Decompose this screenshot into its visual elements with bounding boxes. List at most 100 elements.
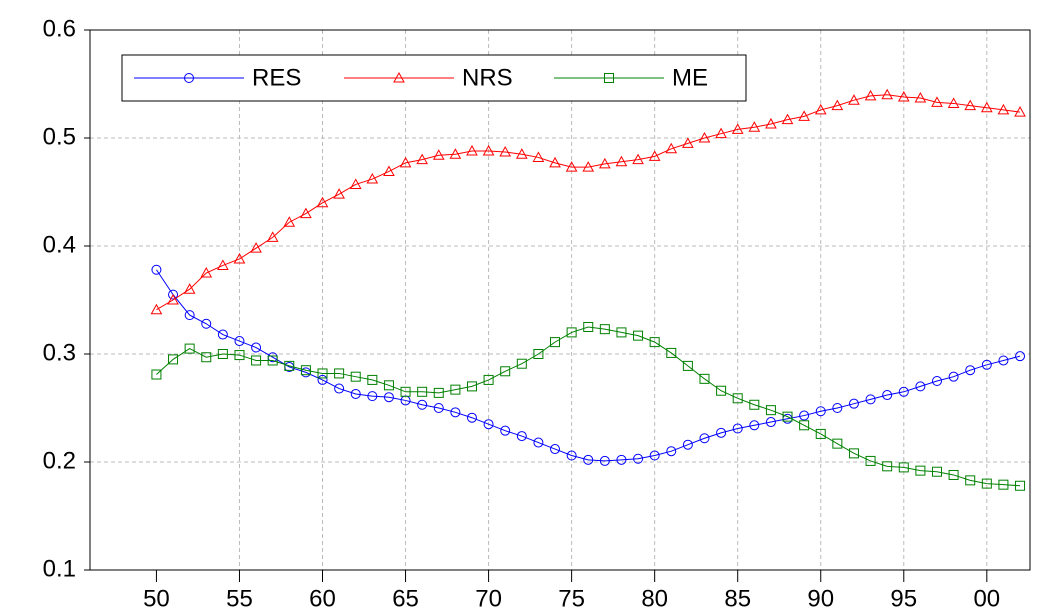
marker bbox=[865, 455, 876, 466]
marker bbox=[582, 161, 595, 172]
marker bbox=[151, 369, 162, 380]
marker bbox=[731, 123, 744, 134]
marker bbox=[848, 398, 859, 409]
marker bbox=[632, 153, 644, 165]
x-tick-label: 50 bbox=[143, 585, 170, 612]
marker bbox=[749, 399, 760, 410]
marker bbox=[699, 373, 710, 384]
marker bbox=[416, 153, 429, 165]
marker bbox=[566, 450, 577, 461]
marker bbox=[515, 148, 528, 159]
marker bbox=[417, 399, 428, 410]
marker bbox=[881, 88, 894, 100]
marker bbox=[980, 101, 993, 113]
marker bbox=[616, 454, 627, 465]
marker bbox=[333, 188, 345, 199]
marker bbox=[183, 283, 196, 294]
marker bbox=[716, 385, 727, 396]
marker bbox=[334, 368, 345, 379]
marker bbox=[250, 242, 262, 253]
marker bbox=[317, 374, 328, 385]
marker bbox=[666, 446, 677, 457]
marker bbox=[998, 479, 1009, 490]
marker bbox=[682, 439, 693, 450]
marker bbox=[915, 465, 926, 476]
marker bbox=[981, 359, 992, 370]
x-tick-label: 60 bbox=[309, 585, 336, 612]
marker bbox=[466, 381, 477, 392]
plot-frame bbox=[89, 29, 1031, 571]
marker bbox=[516, 358, 527, 369]
marker bbox=[615, 155, 628, 167]
marker bbox=[317, 368, 328, 379]
marker bbox=[732, 423, 743, 434]
series bbox=[151, 264, 1026, 466]
marker bbox=[566, 327, 577, 338]
marker bbox=[334, 383, 345, 394]
legend-marker bbox=[604, 73, 614, 83]
marker bbox=[699, 433, 710, 444]
marker bbox=[948, 371, 959, 382]
marker bbox=[251, 355, 262, 366]
marker bbox=[550, 444, 561, 455]
marker bbox=[798, 110, 810, 121]
marker bbox=[832, 438, 843, 449]
marker bbox=[217, 329, 228, 340]
marker bbox=[234, 350, 245, 361]
marker bbox=[500, 366, 511, 377]
x-tick-label: 90 bbox=[807, 585, 834, 612]
y-tick-label: 0.3 bbox=[43, 339, 76, 366]
marker bbox=[383, 380, 394, 391]
marker bbox=[831, 99, 844, 111]
x-tick-label: 75 bbox=[558, 585, 585, 612]
marker bbox=[965, 365, 976, 376]
marker bbox=[898, 462, 909, 473]
marker bbox=[666, 347, 677, 358]
marker bbox=[233, 252, 246, 264]
marker bbox=[168, 289, 179, 300]
marker bbox=[965, 475, 976, 486]
marker bbox=[648, 150, 661, 161]
marker bbox=[633, 330, 644, 341]
x-tick-label: 55 bbox=[226, 585, 253, 612]
marker bbox=[300, 207, 312, 219]
marker bbox=[432, 149, 445, 160]
marker bbox=[184, 343, 195, 354]
marker bbox=[383, 165, 395, 176]
x-tick-label: 70 bbox=[475, 585, 502, 612]
marker bbox=[948, 469, 959, 480]
series-line bbox=[156, 326, 1021, 487]
marker bbox=[316, 196, 329, 208]
marker bbox=[400, 386, 411, 397]
marker bbox=[565, 161, 578, 172]
x-tick-label: 85 bbox=[724, 585, 751, 612]
marker bbox=[283, 216, 296, 227]
marker bbox=[649, 337, 660, 348]
marker bbox=[483, 419, 494, 430]
marker bbox=[383, 392, 394, 403]
series bbox=[151, 322, 1026, 491]
legend-label: NRS bbox=[462, 64, 513, 91]
marker bbox=[483, 374, 494, 385]
marker bbox=[550, 337, 561, 348]
marker bbox=[499, 146, 512, 157]
marker bbox=[167, 293, 179, 305]
marker bbox=[815, 406, 826, 417]
marker bbox=[981, 478, 992, 489]
marker bbox=[500, 425, 511, 436]
marker bbox=[583, 454, 594, 465]
marker bbox=[682, 137, 694, 148]
marker bbox=[449, 148, 462, 159]
legend-marker bbox=[393, 71, 405, 83]
marker bbox=[466, 144, 478, 156]
marker bbox=[549, 156, 561, 168]
marker bbox=[350, 371, 361, 382]
marker bbox=[433, 387, 444, 398]
marker bbox=[267, 355, 278, 366]
marker bbox=[217, 259, 229, 270]
marker bbox=[184, 310, 195, 321]
legend: RES NRS ME bbox=[121, 54, 747, 102]
marker bbox=[466, 412, 477, 423]
marker bbox=[168, 354, 179, 365]
